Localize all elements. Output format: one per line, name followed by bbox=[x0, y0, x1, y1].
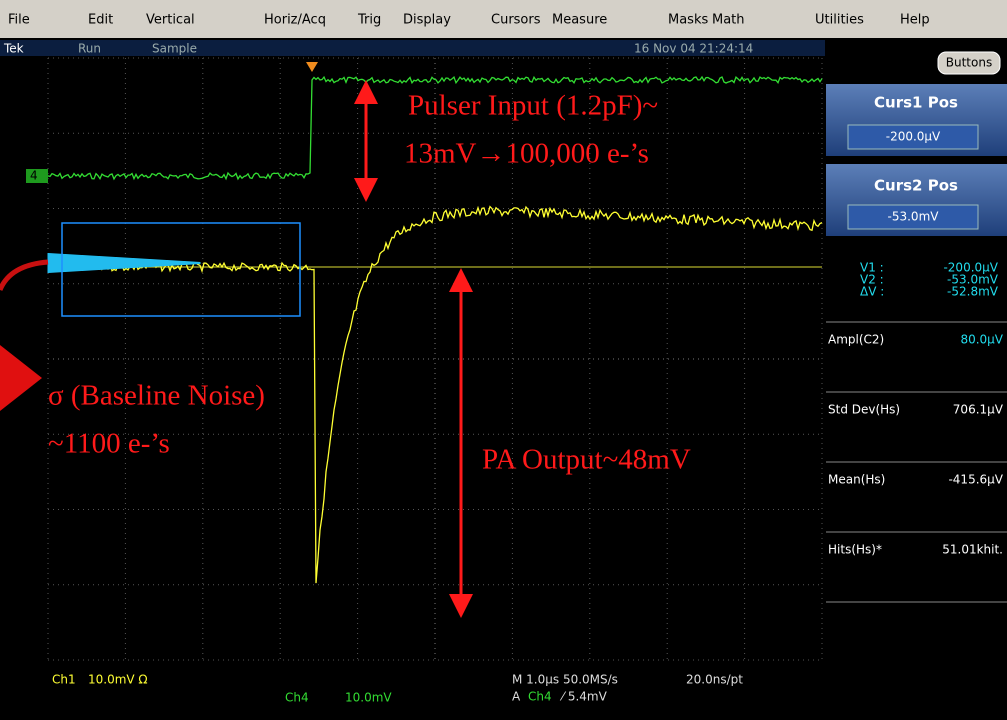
measurement-value[interactable]: -415.6µV bbox=[948, 473, 1003, 487]
channel-marker-label: 4 bbox=[30, 169, 38, 183]
readout-label: ΔV : bbox=[860, 285, 884, 299]
menu-item[interactable]: Vertical bbox=[146, 13, 195, 28]
menu-item[interactable]: Math bbox=[712, 13, 745, 28]
ch1-scale: 10.0mV Ω bbox=[88, 673, 148, 687]
menu-item[interactable]: Measure bbox=[552, 13, 607, 28]
run-state: Run bbox=[78, 42, 101, 56]
output-annotation: PA Output~48mV bbox=[482, 444, 691, 476]
menu-item[interactable]: Utilities bbox=[815, 13, 864, 28]
pulser-annotation: 13mV→100,000 e-’s bbox=[404, 138, 649, 170]
datetime: 16 Nov 04 21:24:14 bbox=[634, 42, 753, 56]
cursor1-value: -200.0µV bbox=[886, 130, 941, 144]
timebase: M 1.0µs 50.0MS/s bbox=[512, 673, 618, 687]
measurement-value[interactable]: 51.01khit. bbox=[942, 543, 1003, 557]
ch4-scale: 10.0mV bbox=[345, 691, 392, 705]
ch4-label: Ch4 bbox=[285, 691, 309, 705]
ch1-label: Ch1 bbox=[52, 673, 76, 687]
trigger-channel: Ch4 bbox=[528, 690, 552, 704]
trigger-level: ⁄ 5.4mV bbox=[559, 690, 608, 704]
measurement-label[interactable]: Ampl(C2) bbox=[828, 333, 884, 347]
trigger-prefix: A bbox=[512, 690, 521, 704]
menu-item[interactable]: Trig bbox=[357, 13, 381, 28]
measurement-label[interactable]: Mean(Hs) bbox=[828, 473, 885, 487]
cursor2-label: Curs2 Pos bbox=[874, 177, 958, 195]
oscilloscope-screen: File Edit Vertical Horiz/Acq Trig Display Curs… bbox=[0, 0, 1007, 720]
readout-value: -52.8mV bbox=[947, 285, 999, 299]
menu-item[interactable]: Edit bbox=[88, 13, 113, 28]
cursor2-value: -53.0mV bbox=[888, 210, 940, 224]
menu-item[interactable]: Help bbox=[900, 13, 930, 28]
measurement-label[interactable]: Hits(Hs)* bbox=[828, 543, 882, 557]
cursor1-label: Curs1 Pos bbox=[874, 94, 958, 112]
menu-item[interactable]: Cursors bbox=[491, 13, 541, 28]
measurement-value[interactable]: 80.0µV bbox=[960, 333, 1003, 347]
noise-annotation: σ (Baseline Noise) bbox=[48, 380, 265, 412]
acquisition-mode: Sample bbox=[152, 42, 197, 56]
resolution: 20.0ns/pt bbox=[686, 673, 743, 687]
brand: Tek bbox=[3, 42, 24, 56]
buttons-label[interactable]: Buttons bbox=[946, 56, 992, 70]
noise-annotation: ~1100 e-’s bbox=[48, 428, 170, 460]
menu-item[interactable]: Display bbox=[403, 13, 451, 28]
pulser-annotation: Pulser Input (1.2pF)~ bbox=[408, 90, 658, 122]
menu-item[interactable]: Masks bbox=[668, 13, 708, 28]
menu-item[interactable]: Horiz/Acq bbox=[264, 13, 326, 28]
measurement-label[interactable]: Std Dev(Hs) bbox=[828, 403, 900, 417]
menu-item[interactable]: File bbox=[8, 13, 30, 28]
measurement-value[interactable]: 706.1µV bbox=[953, 403, 1004, 417]
